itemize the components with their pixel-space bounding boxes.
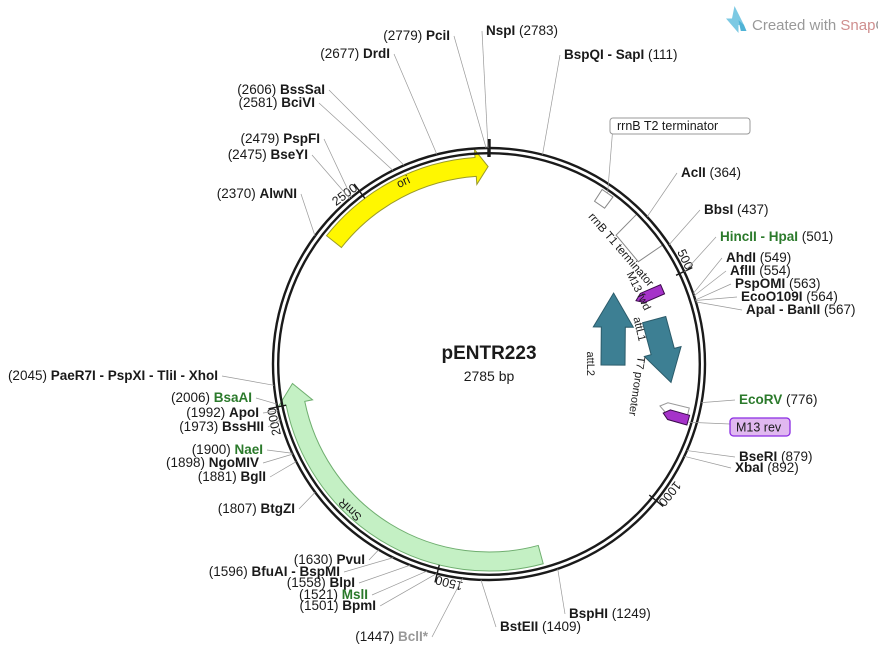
- svg-text:XbaI (892): XbaI (892): [735, 460, 799, 475]
- svg-text:rrnB T2 terminator: rrnB T2 terminator: [617, 119, 718, 133]
- svg-text:BstEII (1409): BstEII (1409): [500, 619, 581, 634]
- svg-text:(1807) BtgZI: (1807) BtgZI: [218, 501, 295, 516]
- svg-text:(1992) ApoI: (1992) ApoI: [186, 405, 259, 420]
- svg-text:(2370) AlwNI: (2370) AlwNI: [217, 186, 297, 201]
- svg-text:EcoRV (776): EcoRV (776): [739, 392, 818, 407]
- svg-text:BspHI (1249): BspHI (1249): [569, 606, 651, 621]
- svg-text:(1898) NgoMIV: (1898) NgoMIV: [166, 455, 259, 470]
- svg-text:NspI (2783): NspI (2783): [486, 23, 558, 38]
- svg-text:BbsI (437): BbsI (437): [704, 202, 769, 217]
- svg-text:(1973) BssHII: (1973) BssHII: [179, 419, 264, 434]
- svg-text:2785 bp: 2785 bp: [464, 368, 515, 384]
- svg-text:ApaI - BanII (567): ApaI - BanII (567): [746, 302, 856, 317]
- svg-text:HincII - HpaI (501): HincII - HpaI (501): [720, 229, 833, 244]
- svg-text:M13 rev: M13 rev: [736, 421, 782, 435]
- svg-text:AclI (364): AclI (364): [681, 165, 741, 180]
- svg-text:(2581) BciVI: (2581) BciVI: [238, 95, 315, 110]
- svg-text:(2779) PciI: (2779) PciI: [383, 28, 450, 43]
- svg-text:(1447) BclI*: (1447) BclI*: [355, 629, 429, 644]
- svg-text:attL2: attL2: [584, 351, 596, 376]
- svg-text:(1501) BpmI: (1501) BpmI: [299, 598, 376, 613]
- svg-text:pENTR223: pENTR223: [441, 343, 536, 364]
- svg-text:(2006) BsaAI: (2006) BsaAI: [171, 390, 252, 405]
- svg-text:(2475) BseYI: (2475) BseYI: [228, 147, 308, 162]
- svg-text:(2677) DrdI: (2677) DrdI: [320, 46, 390, 61]
- svg-text:(2479) PspFI: (2479) PspFI: [240, 131, 320, 146]
- svg-text:BspQI - SapI (111): BspQI - SapI (111): [564, 47, 678, 62]
- svg-text:Created with SnapGene®: Created with SnapGene®: [752, 17, 878, 34]
- svg-text:(2045) PaeR7I - PspXI - TliI -: (2045) PaeR7I - PspXI - TliI - XhoI: [8, 368, 218, 383]
- svg-text:(1881) BglI: (1881) BglI: [198, 469, 266, 484]
